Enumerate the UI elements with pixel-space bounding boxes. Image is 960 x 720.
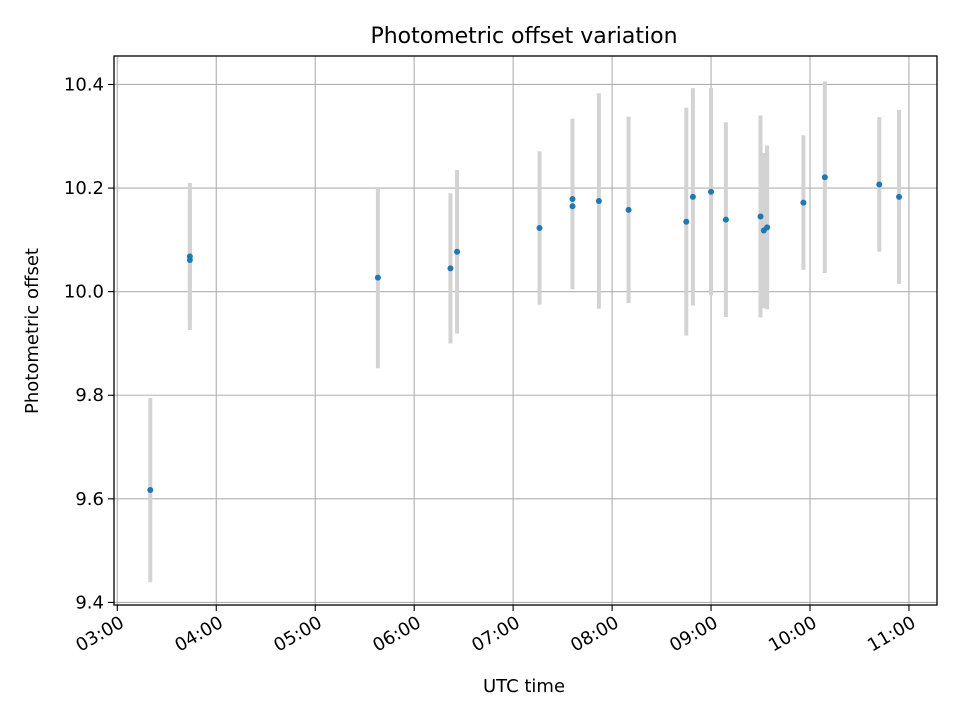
data-point [625,206,632,213]
y-tick-label: 9.4 [75,592,104,613]
y-axis-title: Photometric offset [22,248,43,414]
y-tick-label: 9.8 [75,385,104,406]
data-point [595,198,602,205]
data-point [447,265,454,272]
data-point [708,188,715,195]
data-point [757,213,764,220]
data-point [374,274,381,281]
data-points [147,174,903,494]
grid [114,56,937,605]
chart-title: Photometric offset variation [370,24,677,49]
data-point [764,224,771,231]
data-point [896,193,903,200]
data-point [821,174,828,181]
data-point [186,257,193,264]
data-point [800,199,807,206]
y-tick-label: 10.2 [64,178,104,199]
y-tick-label: 9.6 [75,489,104,510]
data-point [147,487,154,494]
y-tick-label: 10.4 [64,74,104,95]
x-axis-title: UTC time [483,676,565,697]
y-axis-ticks: 9.4 9.6 9.8 10.0 10.2 10.4 [64,74,114,613]
data-point [722,216,729,223]
data-point [569,203,576,210]
data-point [536,224,543,231]
y-tick-label: 10.0 [64,282,104,303]
data-point [683,218,690,225]
data-point [569,195,576,202]
plot-frame [113,55,938,606]
data-point [454,248,461,255]
data-point [876,181,883,188]
data-point [689,193,696,200]
